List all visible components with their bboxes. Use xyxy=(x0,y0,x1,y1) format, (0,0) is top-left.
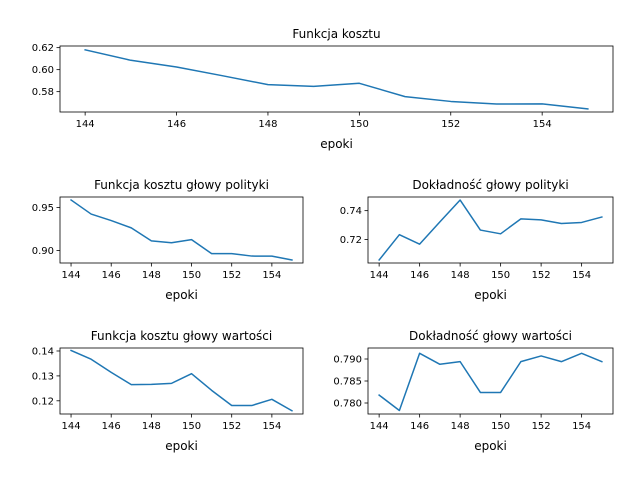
y-tick-label: 0.785 xyxy=(333,377,362,388)
subplot-title: Funkcja kosztu głowy wartości xyxy=(91,329,272,343)
x-tick-label: 152 xyxy=(222,270,241,281)
subplot-total-loss: Funkcja kosztu 144 146 148 150 152 154 0.58 0.60… xyxy=(32,27,614,151)
x-tick-label: 144 xyxy=(370,421,389,432)
y-tick-label: 0.12 xyxy=(32,396,54,407)
subplot-policy-accuracy: Dokładność głowy polityki 144 146 148 150 152… xyxy=(340,178,614,302)
y-tick-label: 0.72 xyxy=(340,235,362,246)
y-tick-label: 0.90 xyxy=(32,246,54,257)
x-axis-label: epoki xyxy=(320,137,353,151)
x-tick-label: 152 xyxy=(222,421,241,432)
x-axis-label: epoki xyxy=(165,439,198,453)
series-line xyxy=(84,48,589,110)
axes-frame xyxy=(367,347,614,415)
series-line xyxy=(378,199,603,262)
x-tick-label: 146 xyxy=(410,270,429,281)
x-tick-label: 152 xyxy=(441,119,460,130)
x-axis-label: epoki xyxy=(165,288,198,302)
series-line xyxy=(70,349,293,412)
x-tick-label: 144 xyxy=(370,270,389,281)
x-tick-label: 148 xyxy=(451,270,470,281)
x-tick-label: 150 xyxy=(491,421,510,432)
x-tick-label: 152 xyxy=(532,421,551,432)
axes-frame xyxy=(367,196,614,264)
y-tick-label: 0.13 xyxy=(32,371,54,382)
x-tick-label: 146 xyxy=(102,270,121,281)
subplot-title: Funkcja kosztu głowy polityki xyxy=(94,178,269,192)
y-tick-label: 0.790 xyxy=(333,355,362,366)
x-tick-label: 148 xyxy=(451,421,470,432)
y-tick-label: 0.58 xyxy=(32,87,54,98)
subplot-title: Dokładność głowy wartości xyxy=(409,329,572,343)
subplot-title: Dokładność głowy polityki xyxy=(412,178,568,192)
y-tick-label: 0.780 xyxy=(333,399,362,410)
y-tick-label: 0.60 xyxy=(32,65,54,76)
subplot-value-accuracy: Dokładność głowy wartości 144 146 148 150 152… xyxy=(333,329,614,453)
x-tick-label: 146 xyxy=(167,119,186,130)
x-axis-label: epoki xyxy=(474,288,507,302)
subplot-value-loss: Funkcja kosztu głowy wartości 144 146 148 15… xyxy=(32,329,304,453)
axes-frame xyxy=(59,45,614,113)
x-tick-label: 144 xyxy=(76,119,95,130)
x-tick-label: 154 xyxy=(572,270,591,281)
x-tick-label: 146 xyxy=(102,421,121,432)
y-tick-label: 0.74 xyxy=(340,206,362,217)
x-tick-label: 148 xyxy=(142,421,161,432)
x-tick-label: 148 xyxy=(142,270,161,281)
series-line xyxy=(378,352,603,412)
x-tick-label: 150 xyxy=(491,270,510,281)
x-tick-label: 144 xyxy=(61,421,80,432)
axes-frame xyxy=(59,196,304,264)
x-tick-label: 154 xyxy=(262,270,281,281)
x-axis-label: epoki xyxy=(474,439,507,453)
y-tick-label: 0.62 xyxy=(32,43,54,54)
series-line xyxy=(70,198,293,261)
y-tick-label: 0.95 xyxy=(32,203,54,214)
x-tick-label: 148 xyxy=(258,119,277,130)
subplot-policy-loss: Funkcja kosztu głowy polityki 144 146 148 15… xyxy=(32,178,304,302)
subplot-title: Funkcja kosztu xyxy=(292,27,380,41)
x-tick-label: 152 xyxy=(532,270,551,281)
x-tick-label: 150 xyxy=(182,421,201,432)
x-tick-label: 150 xyxy=(350,119,369,130)
x-tick-label: 144 xyxy=(61,270,80,281)
x-tick-label: 154 xyxy=(262,421,281,432)
x-tick-label: 154 xyxy=(572,421,591,432)
x-tick-label: 150 xyxy=(182,270,201,281)
y-tick-label: 0.14 xyxy=(32,346,54,357)
axes-frame xyxy=(59,347,304,415)
x-tick-label: 154 xyxy=(533,119,552,130)
x-tick-label: 146 xyxy=(410,421,429,432)
